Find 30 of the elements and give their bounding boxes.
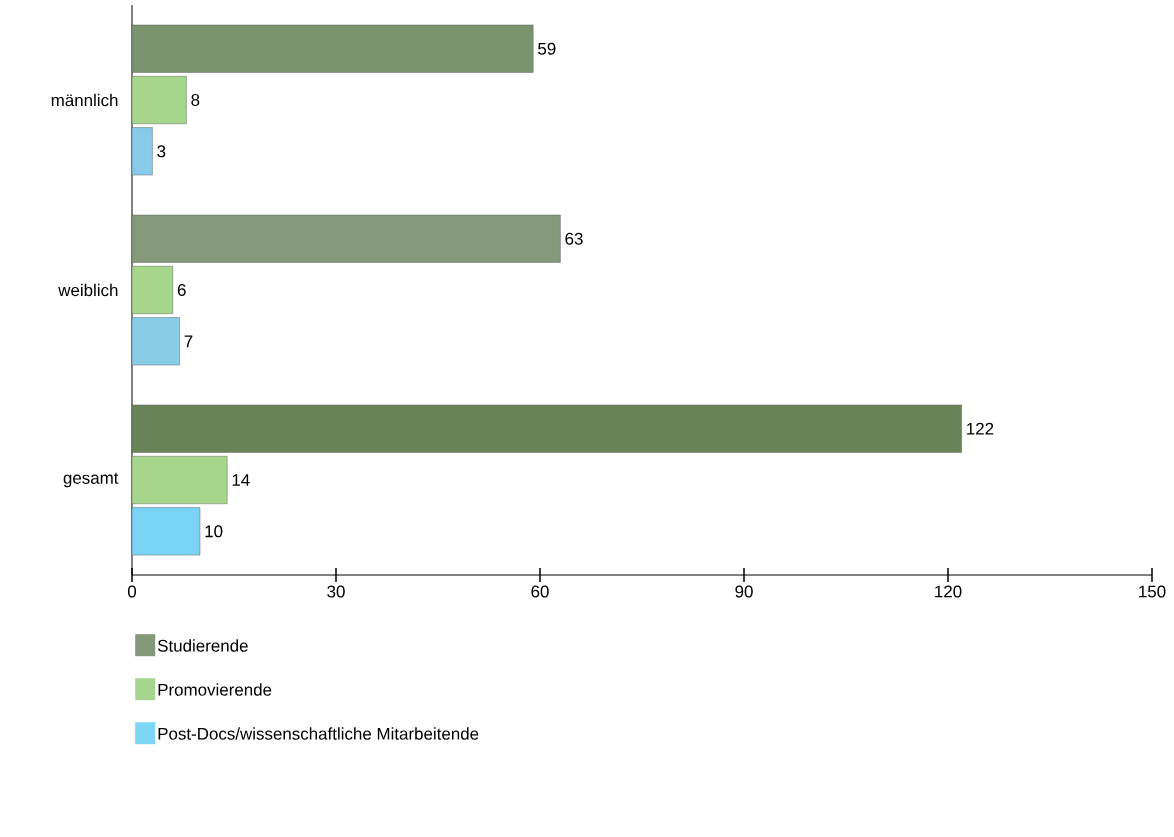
bar — [131, 404, 962, 453]
data-label: 6 — [177, 284, 186, 297]
bar — [131, 24, 534, 73]
legend-label: Studierende — [157, 639, 248, 652]
x-tick-label: 150 — [1139, 585, 1166, 598]
bar — [131, 127, 153, 176]
data-label: 3 — [157, 145, 166, 158]
bar — [131, 76, 187, 124]
data-label: 10 — [205, 525, 223, 538]
y-tick-label: gesamt — [63, 472, 119, 488]
data-label: 14 — [232, 474, 250, 486]
x-tick-label: 30 — [327, 585, 345, 598]
y-tick-label: weiblich — [58, 283, 118, 297]
legend-label: Promovierende — [158, 683, 272, 696]
bar — [131, 456, 228, 504]
bar — [131, 507, 201, 556]
bar — [131, 214, 561, 263]
x-tick-label: 120 — [935, 585, 962, 598]
x-tick-label: 60 — [531, 585, 549, 598]
bar — [131, 317, 180, 366]
bar — [131, 266, 173, 314]
data-label: 122 — [967, 422, 994, 435]
data-label: 7 — [184, 335, 193, 348]
legend-label: Post-Docs/wissenschaftliche Mitarbeitende — [158, 727, 479, 740]
x-tick-label: 0 — [127, 585, 137, 598]
data-label: 59 — [538, 42, 556, 55]
y-tick-label: männlich — [51, 93, 118, 107]
data-label: 8 — [191, 94, 200, 107]
x-tick-label: 90 — [735, 585, 753, 598]
data-label: 63 — [565, 232, 583, 245]
